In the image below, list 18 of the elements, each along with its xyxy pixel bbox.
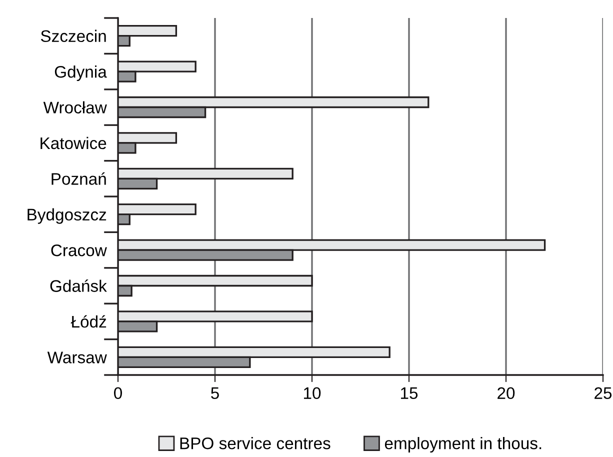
x-tick-label: 0 — [114, 387, 122, 400]
x-tick-label: 25 — [594, 387, 612, 400]
x-tick-label: 15 — [401, 387, 418, 400]
y-tick-label: Łódź — [70, 315, 106, 328]
y-tick-label: Poznań — [52, 172, 106, 185]
x-tick-label: 20 — [498, 387, 515, 400]
y-tick-label: Bydgoszcz — [28, 208, 106, 224]
y-tick-label: Cracow — [51, 244, 107, 256]
x-tick-label: 5 — [211, 387, 219, 400]
y-tick-label: Gdynia — [54, 66, 107, 82]
legend-label: BPO service centres — [180, 437, 330, 450]
y-tick-label: Szczecin — [40, 30, 106, 42]
y-tick-label: Wrocław — [43, 101, 107, 114]
legend-label: employment in thous. — [384, 437, 542, 453]
x-tick-label: 10 — [304, 387, 321, 400]
y-tick-label: Katowice — [40, 136, 106, 150]
y-tick-label: Gdańsk — [50, 280, 107, 292]
y-tick-label: Warsaw — [47, 352, 107, 364]
